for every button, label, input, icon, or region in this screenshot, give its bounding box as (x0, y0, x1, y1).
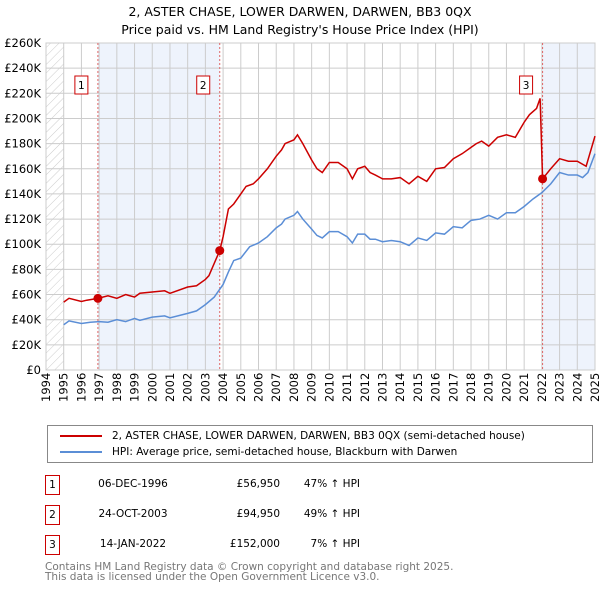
x-tick-label: 2006 (252, 373, 266, 402)
x-tick-label: 1999 (128, 373, 142, 402)
footer: Contains HM Land Registry data © Crown c… (45, 561, 454, 583)
transaction-row: 1 06-DEC-1996 £56,950 47% ↑ HPI (45, 475, 445, 495)
x-tick-label: 2019 (482, 373, 496, 402)
y-tick-label: £160K (4, 162, 41, 176)
price-chart: £0 £20K £40K £60K £80K £100K £120K £140K £160K £1… (4, 36, 600, 402)
transaction-row: 2 24-OCT-2003 £94,950 49% ↑ HPI (45, 505, 445, 525)
date: 06-DEC-1996 (98, 478, 168, 490)
series-line (63, 98, 596, 303)
x-tick-label: 2014 (393, 373, 407, 402)
hpi-diff: 7% ↑ HPI (310, 538, 360, 550)
legend-item-hpi: HPI: Average price, semi-detached house,… (60, 446, 457, 458)
y-tick-label: £40K (12, 313, 42, 327)
legend-label: HPI: Average price, semi-detached house,… (112, 446, 458, 458)
sale-point (215, 246, 225, 256)
legend-item-property: 2, ASTER CHASE, LOWER DARWEN, DARWEN, BB… (60, 430, 525, 442)
series-line (63, 153, 596, 326)
sale-label: 1 (78, 80, 85, 92)
x-tick-label: 2017 (446, 373, 460, 402)
y-tick-label: £0 (26, 363, 41, 377)
y-tick-label: £20K (12, 338, 42, 352)
shaded-period (97, 43, 220, 370)
date: 24-OCT-2003 (98, 508, 168, 520)
transaction-row: 3 14-JAN-2022 £152,000 7% ↑ HPI (45, 535, 445, 555)
x-tick-label: 2012 (358, 373, 372, 402)
y-tick-label: £60K (12, 288, 42, 302)
hpi-diff: 47% ↑ HPI (303, 478, 360, 490)
x-tick-label: 1997 (92, 373, 106, 402)
sale-label-box (519, 75, 534, 95)
y-tick-label: £80K (12, 262, 42, 276)
x-tick-label: 2004 (216, 373, 230, 402)
x-tick-label: 2015 (411, 373, 425, 402)
x-tick-label: 2024 (570, 373, 584, 402)
sale-label: 2 (200, 80, 207, 92)
y-tick-label: £100K (4, 237, 41, 251)
sale-label: 3 (523, 80, 530, 92)
x-tick-label: 2005 (234, 373, 248, 402)
x-tick-label: 2011 (340, 373, 354, 402)
x-tick-label: 2003 (198, 373, 212, 402)
chart-title: 2, ASTER CHASE, LOWER DARWEN, DARWEN, BB… (0, 3, 600, 39)
red-line-swatch (60, 435, 102, 437)
y-tick-label: £220K (4, 86, 41, 100)
x-tick-label: 2000 (145, 373, 159, 402)
marker-badge: 1 (45, 475, 60, 495)
y-tick-label: £240K (4, 61, 41, 75)
price: £94,950 (236, 508, 280, 520)
x-tick-label: 1998 (110, 373, 124, 402)
pre-data-hatch (46, 43, 64, 370)
x-tick-label: 2022 (535, 373, 549, 402)
footer-line: This data is licensed under the Open Gov… (45, 571, 380, 583)
x-tick-label: 2001 (163, 373, 177, 402)
blue-line-swatch (60, 451, 102, 453)
y-tick-label: £200K (4, 111, 41, 125)
title-line: 2, ASTER CHASE, LOWER DARWEN, DARWEN, BB… (128, 4, 472, 19)
x-tick-label: 2025 (588, 373, 600, 402)
shaded-period (542, 43, 595, 370)
sale-point (93, 293, 103, 303)
x-tick-label: 2013 (375, 373, 389, 402)
price: £152,000 (229, 538, 280, 550)
subtitle-line: Price paid vs. HM Land Registry's House … (121, 22, 479, 37)
marker-badge: 3 (45, 535, 60, 555)
x-tick-label: 2016 (429, 373, 443, 402)
y-tick-label: £140K (4, 187, 41, 201)
legend: 2, ASTER CHASE, LOWER DARWEN, DARWEN, BB… (47, 425, 593, 463)
sale-label-box (196, 75, 211, 95)
x-tick-label: 2018 (464, 373, 478, 402)
x-tick-label: 1994 (39, 373, 53, 402)
sale-point (538, 174, 548, 184)
plot-border (45, 42, 596, 371)
x-tick-label: 2002 (181, 373, 195, 402)
x-tick-label: 2020 (499, 373, 513, 402)
footer-line: Contains HM Land Registry data © Crown c… (45, 561, 454, 573)
y-tick-label: £120K (4, 212, 41, 226)
x-tick-label: 2007 (269, 373, 283, 402)
price: £56,950 (236, 478, 280, 490)
y-tick-label: £180K (4, 137, 41, 151)
hpi-diff: 49% ↑ HPI (303, 508, 360, 520)
x-tick-label: 2008 (287, 373, 301, 402)
marker-badge: 2 (45, 505, 60, 525)
sale-label-box (74, 75, 89, 95)
y-tick-label: £260K (4, 36, 41, 50)
x-tick-label: 2023 (553, 373, 567, 402)
x-tick-label: 1995 (57, 373, 71, 402)
x-tick-label: 2009 (305, 373, 319, 402)
date: 14-JAN-2022 (99, 538, 167, 550)
x-tick-label: 2010 (322, 373, 336, 402)
x-tick-label: 1996 (74, 373, 88, 402)
legend-label: 2, ASTER CHASE, LOWER DARWEN, DARWEN, BB… (112, 430, 525, 442)
x-tick-label: 2021 (517, 373, 531, 402)
